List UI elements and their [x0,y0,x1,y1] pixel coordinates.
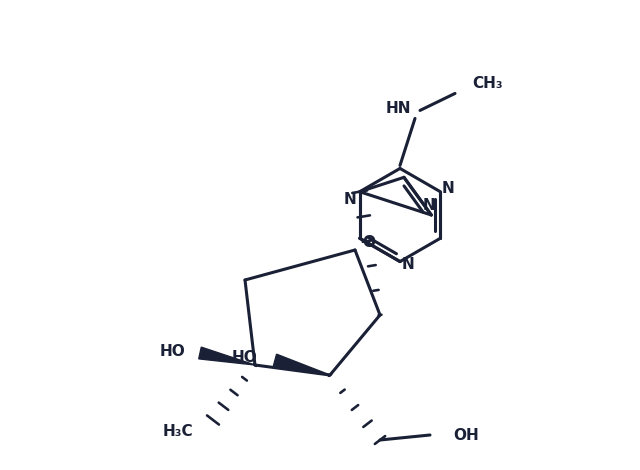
Text: HO: HO [231,351,257,366]
Text: N: N [442,181,454,196]
Text: N: N [423,197,436,212]
Text: N: N [402,257,414,272]
Text: OH: OH [453,428,479,442]
Text: CH₃: CH₃ [472,76,502,91]
Text: HO: HO [159,344,185,359]
Polygon shape [199,347,255,365]
Text: HN: HN [385,101,411,116]
Text: N: N [343,192,356,207]
Text: H₃C: H₃C [163,424,193,439]
Polygon shape [273,354,330,375]
Text: O: O [362,235,376,250]
